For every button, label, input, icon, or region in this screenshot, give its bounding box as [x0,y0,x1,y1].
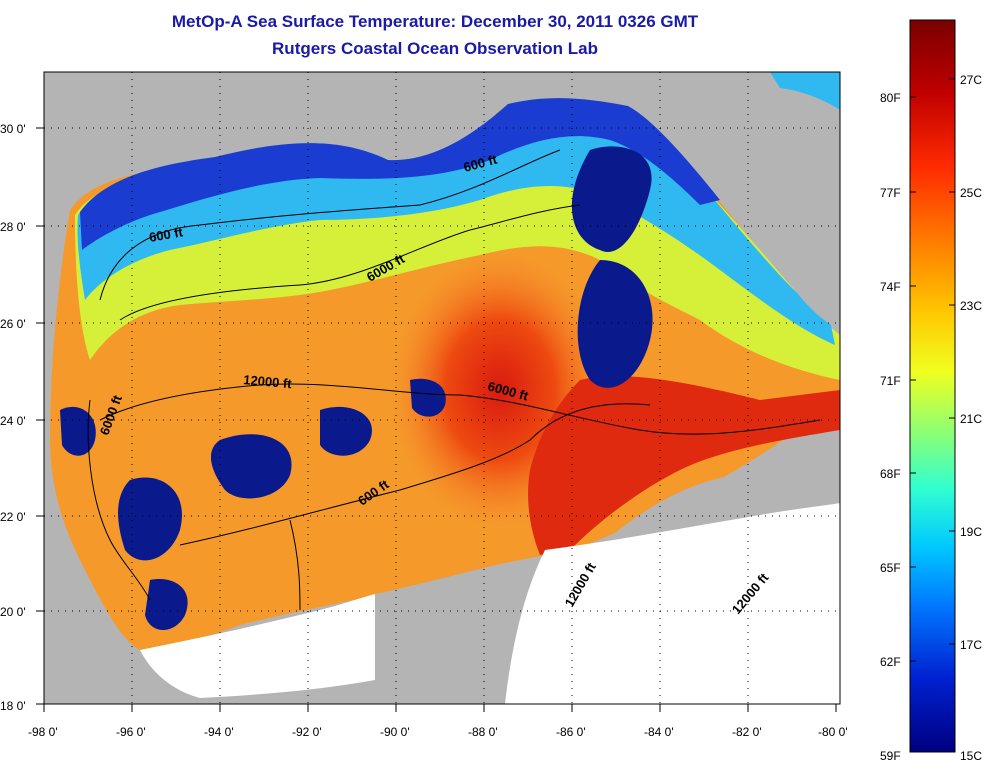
lat-tick: 18 0' [0,699,26,713]
lon-tick: -96 0' [116,725,146,739]
colorbar-label-f: 59F [880,749,901,763]
colorbar-label-c: 15C [960,749,982,763]
colorbar-label-f: 71F [880,374,901,388]
axis-ticks [36,127,837,712]
lat-tick: 26 0' [0,317,26,331]
yucatan-warm-current [528,376,840,555]
colorbar-label-f: 62F [880,655,901,669]
lat-tick: 24 0' [0,414,26,428]
lat-tick: 28 0' [0,220,26,234]
colorbar-label-f: 65F [880,561,901,575]
colorbar-celsius-labels: 27C 25C 23C 21C 19C 17C 15C [960,73,982,763]
lon-tick: -90 0' [380,725,410,739]
colorbar-label-c: 23C [960,299,982,313]
no-data-caribbean [505,503,840,704]
colorbar-ticks [910,78,955,662]
lon-tick: -92 0' [292,725,322,739]
colorbar-label-c: 21C [960,412,982,426]
lon-tick: -88 0' [468,725,498,739]
colorbar-label-f: 68F [880,467,901,481]
lon-tick: -86 0' [556,725,586,739]
lat-lon-grid [44,72,840,704]
colorbar-label-c: 27C [960,73,982,87]
map-frame [43,71,841,705]
lat-tick: 22 0' [0,510,26,524]
colorbar [909,19,956,753]
bathymetry-contours [87,149,821,611]
nearshore-cold-water [80,98,720,250]
map-title: MetOp-A Sea Surface Temperature: Decembe… [171,12,699,31]
lat-tick: 20 0' [0,605,26,619]
map-plot-area: 600 ft 600 ft 6000 ft 12000 ft 6000 ft 6… [44,72,840,704]
colorbar-label-f: 74F [880,280,901,294]
lat-tick: 30 0' [0,122,26,136]
colorbar-label-f: 77F [880,186,901,200]
latitude-labels: 18 0' 20 0' 22 0' 24 0' 26 0' 28 0' 30 0… [0,122,26,713]
colorbar-fahrenheit-labels: 80F 77F 74F 71F 68F 65F 62F 59F [880,91,901,763]
lon-tick: -94 0' [204,725,234,739]
contour-label-12000ft-center: 12000 ft [243,372,293,391]
colorbar-label-c: 17C [960,638,982,652]
lon-tick: -80 0' [818,725,848,739]
florida-peninsula [705,72,840,330]
colorbar-label-f: 80F [880,91,901,105]
longitude-labels: -98 0' -96 0' -94 0' -92 0' -90 0' -88 0… [28,725,848,739]
no-data-campeche [140,594,375,698]
florida-coastal-water [770,72,840,110]
lon-tick: -98 0' [28,725,58,739]
contour-label-600ft-west: 600 ft [148,224,185,245]
lon-tick: -82 0' [732,725,762,739]
lon-tick: -84 0' [644,725,674,739]
cloud-cover [60,146,653,630]
colorbar-label-c: 19C [960,525,982,539]
cuba [600,440,840,545]
map-subtitle: Rutgers Coastal Ocean Observation Lab [272,39,598,58]
colorbar-label-c: 25C [960,186,982,200]
